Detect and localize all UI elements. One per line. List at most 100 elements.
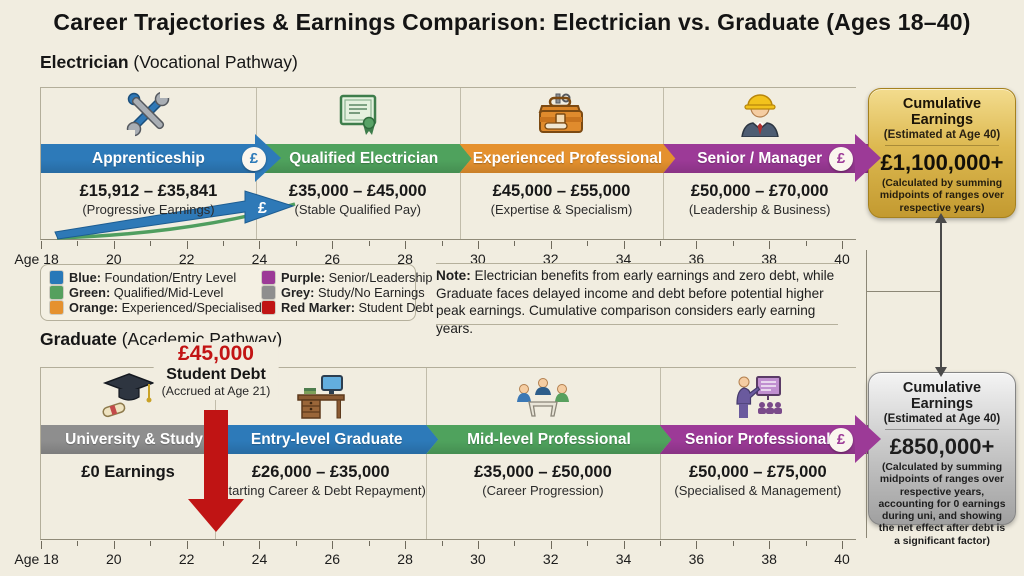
salary-range: £50,000 – £75,000 <box>689 463 827 481</box>
age-tick <box>477 241 479 249</box>
electrician-heading-rest: (Vocational Pathway) <box>128 52 298 72</box>
age-tick <box>77 541 79 546</box>
student-debt-annotation: £45,000 Student Debt (Accrued at Age 21) <box>153 342 279 400</box>
meeting-icon-slot <box>426 373 659 425</box>
tools-icon-slot <box>41 90 256 142</box>
cumulative-subtitle: (Estimated at Age 40) <box>883 129 1001 141</box>
age-tick <box>732 241 734 246</box>
age-tick <box>186 241 188 249</box>
bar-segment-label: Senior / Manager <box>697 149 823 167</box>
bar-segment: University & Study <box>41 425 227 454</box>
age-tick <box>550 241 552 249</box>
cumulative-title: Cumulative Earnings <box>902 380 982 412</box>
salary-cell: £50,000 – £70,000 (Leadership & Business) <box>663 182 856 217</box>
age-label: 32 <box>542 551 559 567</box>
legend-swatch <box>50 286 63 299</box>
salary-cell: £35,000 – £45,000 (Stable Qualified Pay) <box>256 182 460 217</box>
electrician-timeline-chart: £ Apprenticeship £ Qualified Electrician Ex… <box>14 87 882 267</box>
legend-key: Purple: <box>281 270 326 285</box>
bar-segment-label: Entry-level Graduate <box>250 430 403 448</box>
age-tick <box>41 541 42 549</box>
cumulative-amount: £1,100,000+ <box>880 150 1004 175</box>
age-label: 22 <box>178 551 195 567</box>
desk-icon-slot <box>215 373 426 425</box>
age-tick <box>295 241 297 246</box>
divider <box>885 429 999 430</box>
legend-text: Senior/Leadership <box>325 270 433 285</box>
student-debt-amount: £45,000 <box>178 342 254 365</box>
student-debt-label: Student Debt <box>166 366 266 383</box>
graduation-icon-slot <box>41 372 215 425</box>
pound-coin-icon: £ <box>829 427 853 452</box>
salary-cell: £26,000 – £35,000 (Starting Career & Debt… <box>215 463 426 498</box>
graduate-timeline-chart: £45,000 Student Debt (Accrued at Age 21)… <box>14 342 882 567</box>
salary-range: £26,000 – £35,000 <box>251 463 390 481</box>
graduate-bar: University & Study Entry-level Graduate Mi… <box>41 415 882 463</box>
legend-swatch <box>262 286 275 299</box>
cumulative-footnote: (Calculated by summing midpoints of rang… <box>879 178 1005 214</box>
student-debt-sublabel: (Accrued at Age 21) <box>161 384 271 398</box>
bar-segment-label: Mid-level Professional <box>467 430 631 448</box>
legend: Blue: Foundation/Entry Level Green: Quali… <box>40 264 433 321</box>
legend-text: Foundation/Entry Level <box>101 270 237 285</box>
age-tick <box>842 241 843 249</box>
salary-range: £15,912 – £35,841 <box>79 182 218 200</box>
salary-cell: £45,000 – £55,000 (Expertise & Specialism… <box>460 182 664 217</box>
salary-description: (Progressive Earnings) <box>82 202 215 217</box>
age-tick <box>441 241 443 246</box>
note: Note: Electrician benefits from early ea… <box>436 263 838 336</box>
salary-range: £35,000 – £45,000 <box>288 182 427 200</box>
age-tick <box>842 541 843 549</box>
age-tick <box>477 541 479 549</box>
divider <box>885 145 999 146</box>
age-label: 40 <box>834 551 850 567</box>
salary-cell: £35,000 – £50,000 (Career Progression) <box>426 463 659 498</box>
comparison-arrow-down-head <box>935 367 947 377</box>
age-label: Age 18 <box>14 251 59 267</box>
presentation-icon <box>733 374 783 425</box>
legend-key: Red Marker: <box>281 300 355 315</box>
age-tick <box>587 541 589 546</box>
legend-text: Experienced/Specialised <box>118 300 262 315</box>
age-tick <box>805 541 807 546</box>
bar-segment: Experienced Professional <box>460 144 676 173</box>
legend-item: Purple: Senior/Leadership <box>262 270 433 285</box>
salary-description: (Career Progression) <box>482 483 604 498</box>
age-label: 24 <box>251 251 268 267</box>
age-tick <box>368 241 370 246</box>
graduate-heading-bold: Graduate <box>40 329 117 349</box>
age-label: 20 <box>106 251 122 267</box>
age-tick <box>113 541 115 549</box>
age-tick <box>514 541 516 546</box>
certificate-icon-slot <box>256 90 460 142</box>
salary-description: (Starting Career & Debt Repayment) <box>215 483 426 498</box>
bar-arrowhead <box>855 134 881 182</box>
bar-segment-label: Qualified Electrician <box>289 149 439 167</box>
bar-segment-label: Senior Professional <box>685 430 831 448</box>
age-label: 24 <box>251 551 268 567</box>
age-tick <box>805 241 807 246</box>
pound-coin-icon: £ <box>241 146 266 171</box>
age-label: Age 18 <box>14 551 59 567</box>
legend-swatch <box>262 271 275 284</box>
age-tick <box>186 541 188 549</box>
engineer-icon-slot <box>663 90 856 142</box>
salary-cell: £0 Earnings <box>41 463 215 482</box>
legend-key: Grey: <box>281 285 315 300</box>
salary-description: (Leadership & Business) <box>688 202 831 217</box>
age-tick <box>623 541 625 549</box>
age-label: 30 <box>470 551 486 567</box>
bar-segment: Qualified Electrician <box>256 144 472 173</box>
toolbox-icon-slot <box>460 90 664 142</box>
cumulative-footnote: (Calculated by summing midpoints of rang… <box>878 462 1006 547</box>
certificate-icon <box>336 91 380 142</box>
salary-description: (Specialised & Management) <box>674 483 842 498</box>
age-label: 20 <box>106 551 122 567</box>
electrician-cumulative-box: Cumulative Earnings (Estimated at Age 40… <box>868 88 1016 218</box>
electrician-icons-row <box>41 90 856 142</box>
age-tick <box>769 541 771 549</box>
age-tick <box>623 241 625 249</box>
comparison-arrow-up-head <box>935 213 947 223</box>
age-tick <box>405 541 407 549</box>
